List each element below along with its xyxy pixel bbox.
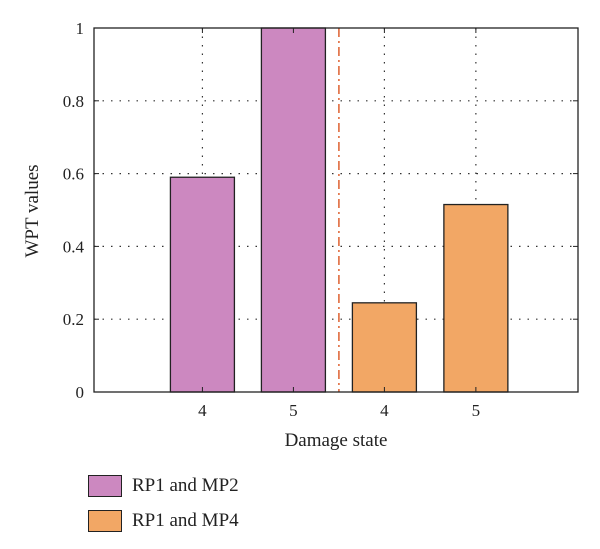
y-tick-label: 0.2 xyxy=(63,310,84,329)
axes-frame xyxy=(93,27,579,393)
y-tick-label: 0.6 xyxy=(63,165,84,184)
y-tick-label: 1 xyxy=(76,19,85,38)
x-axis-label: Damage state xyxy=(285,430,388,451)
bar-mp2-4 xyxy=(169,176,236,393)
legend-swatch-mp2 xyxy=(88,475,122,497)
legend-item-mp4: RP1 and MP4 xyxy=(88,509,239,533)
y-tick-label: 0.8 xyxy=(63,92,84,111)
x-tick-label: 5 xyxy=(472,401,481,420)
legend-label-mp4: RP1 and MP4 xyxy=(132,510,239,531)
legend-label-mp2: RP1 and MP2 xyxy=(132,475,239,496)
y-tick-label: 0 xyxy=(76,383,85,402)
bar-mp2-5 xyxy=(260,27,327,393)
legend-swatch-mp4 xyxy=(88,510,122,532)
legend: RP1 and MP2 RP1 and MP4 xyxy=(88,474,239,544)
plot-area: 4 5 4 5 0 0.2 0.4 0.6 0.8 1 xyxy=(63,19,579,420)
y-axis-label: WPT values xyxy=(22,164,43,257)
x-tick-label: 5 xyxy=(289,401,298,420)
legend-item-mp2: RP1 and MP2 xyxy=(88,474,239,498)
bar-mp4-5 xyxy=(443,203,509,393)
x-tick-label: 4 xyxy=(198,401,207,420)
x-tick-label: 4 xyxy=(380,401,389,420)
y-tick-label: 0.4 xyxy=(63,237,85,256)
bar-mp4-4 xyxy=(351,302,418,393)
